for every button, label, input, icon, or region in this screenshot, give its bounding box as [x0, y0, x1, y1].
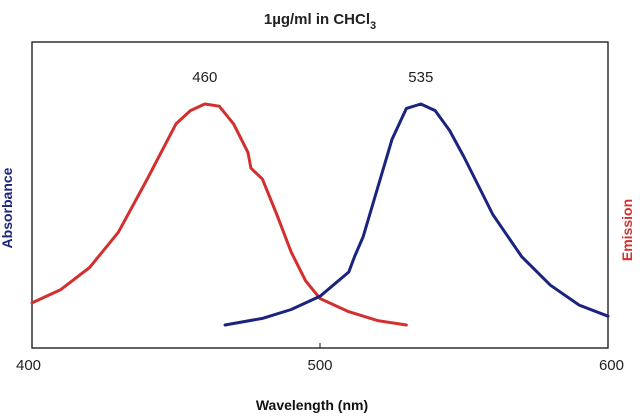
- y-axis-label-absorbance: Absorbance: [0, 167, 15, 248]
- peak-labels: 460 535: [192, 69, 433, 86]
- y-axis-label-emission: Emission: [619, 199, 635, 261]
- chart-title: 1µg/ml in CHCl3: [264, 11, 376, 32]
- absorbance-curve: [223, 102, 610, 327]
- x-tick-labels: 400 500 600: [16, 343, 624, 374]
- x-tick-label: 500: [307, 357, 332, 374]
- plot-frame: [31, 41, 609, 349]
- series-layer: [30, 102, 610, 327]
- peak-label: 535: [408, 69, 433, 86]
- peak-label: 460: [192, 69, 217, 86]
- x-tick-label: 600: [599, 357, 624, 374]
- x-tick-label: 400: [16, 357, 41, 374]
- x-axis-label: Wavelength (nm): [256, 397, 368, 413]
- emission-curve: [30, 102, 408, 327]
